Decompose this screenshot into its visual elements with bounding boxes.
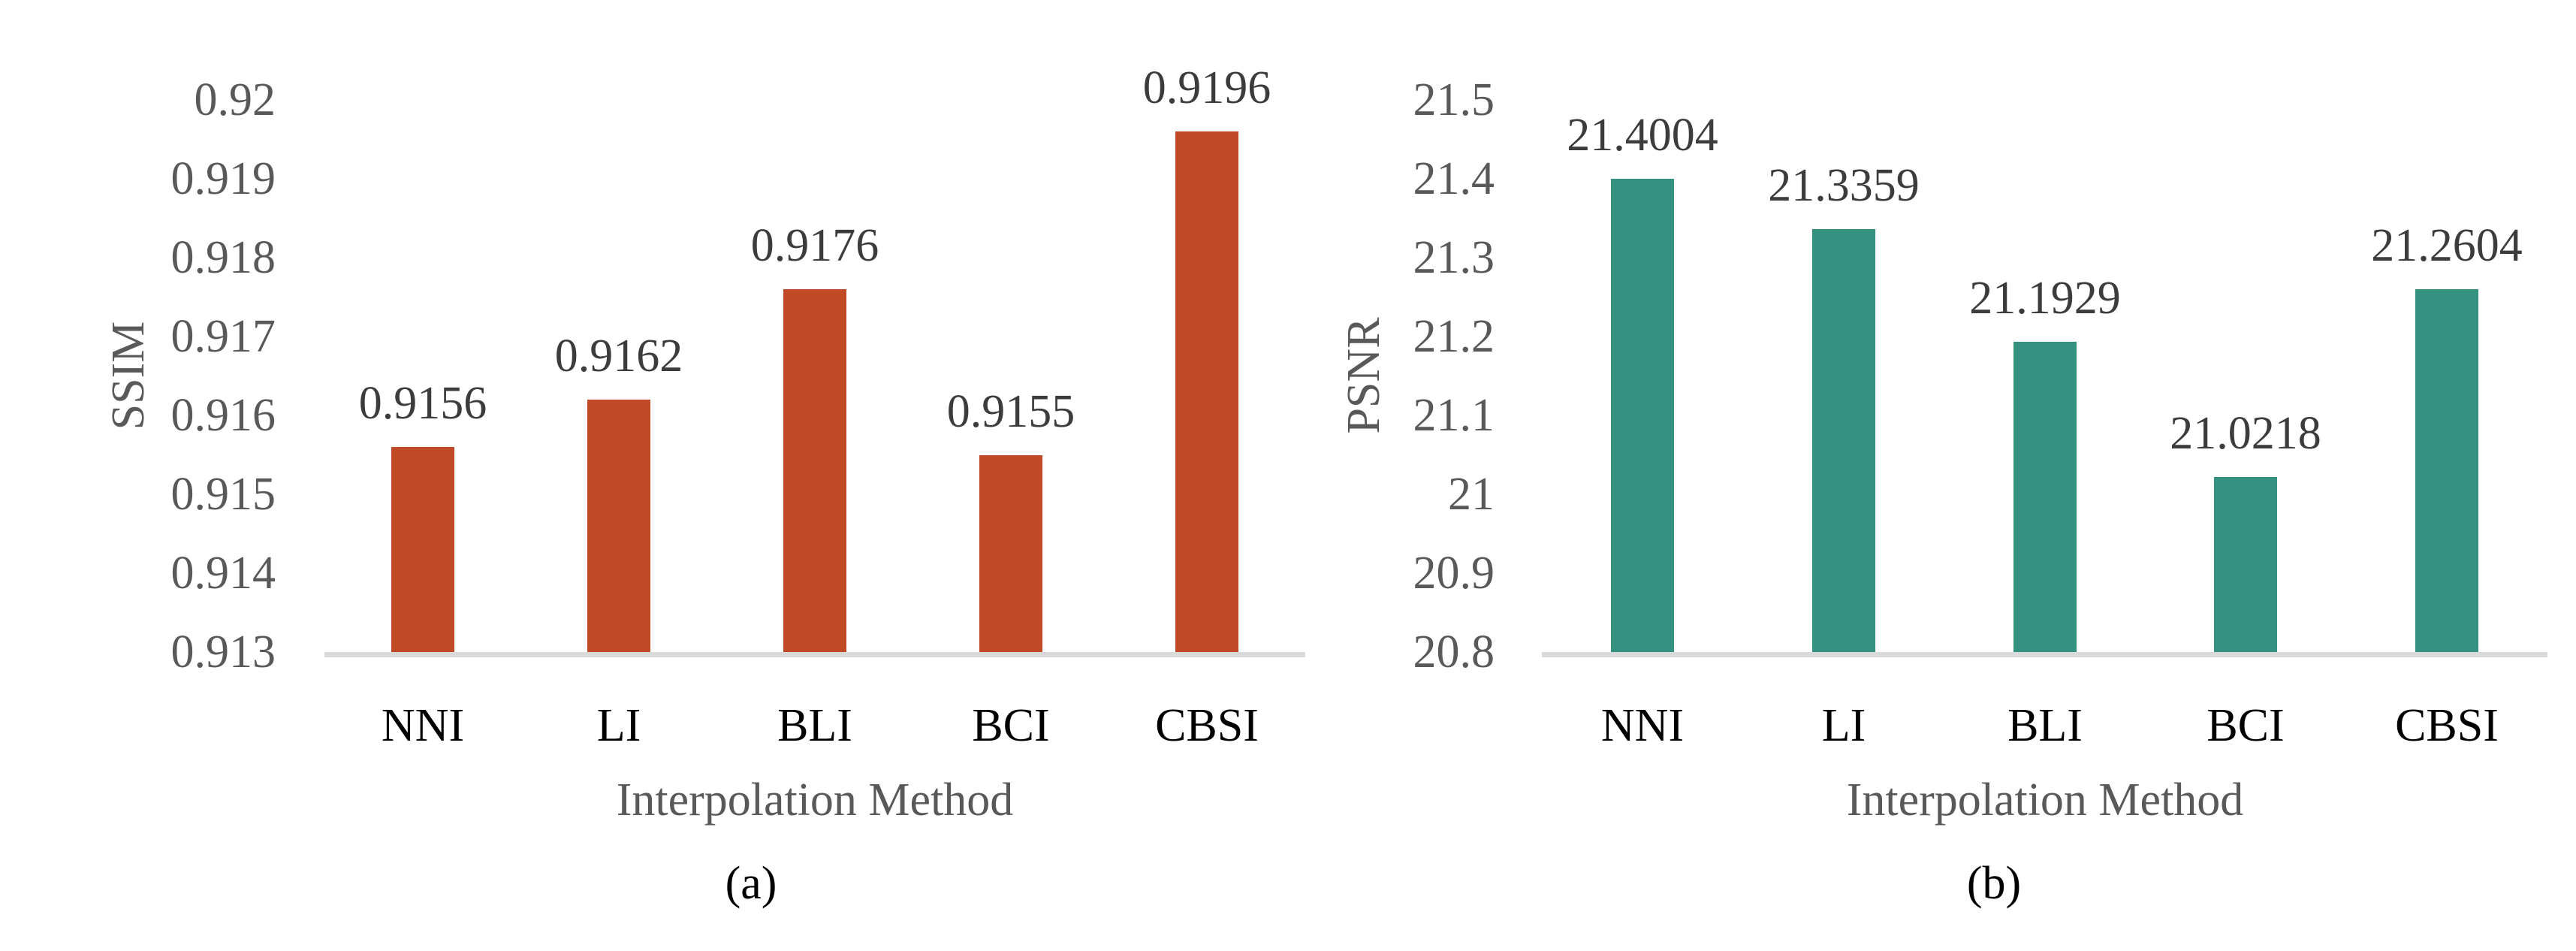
y-axis-title-psnr: PSNR [1338,317,1389,434]
y-tick-label: 0.915 [170,469,276,520]
x-axis-title-a: Interpolation Method [616,774,1014,826]
y-tick-label: 0.917 [170,311,276,362]
y-tick-label: 21.4 [1413,153,1495,204]
value-label: 0.9155 [946,386,1075,437]
x-category-label: NNI [1600,700,1685,751]
value-label: 21.4004 [1567,110,1718,161]
x-category-label: BLI [2007,700,2083,751]
y-tick-label: 0.913 [170,626,276,678]
y-axis-title-ssim: SSIM [103,321,154,430]
y-tick-label: 21.5 [1413,74,1495,125]
x-category-label: CBSI [1155,700,1259,751]
y-tick-label: 21.3 [1413,232,1495,283]
value-label: 21.0218 [2170,408,2321,459]
bar-bli [2013,342,2077,652]
subplot-caption-a: (a) [725,858,777,909]
bar-bci [979,455,1042,652]
value-label: 0.9176 [750,220,879,271]
value-label: 0.9196 [1142,62,1271,113]
value-label: 0.9156 [358,378,487,429]
x-category-label: BCI [972,700,1050,751]
value-label: 21.3359 [1768,160,1920,211]
bar-bli [783,289,846,652]
x-axis-title-b: Interpolation Method [1846,774,2244,826]
x-axis-line [1542,652,2547,657]
bar-bci [2214,477,2277,652]
x-category-label: BLI [777,700,852,751]
value-label: 0.9162 [554,331,683,382]
x-category-label: CBSI [2395,700,2499,751]
y-tick-label: 20.8 [1413,626,1495,678]
bar-cbsi [1175,131,1238,652]
value-label: 21.2604 [2371,220,2523,271]
value-label: 21.1929 [1969,273,2121,324]
bar-nni [391,447,454,652]
x-category-label: LI [1821,700,1866,751]
x-axis-line [324,652,1305,657]
y-tick-label: 0.916 [170,390,276,441]
y-tick-label: 0.92 [194,74,276,125]
x-category-label: LI [596,700,641,751]
bar-nni [1611,179,1674,652]
y-tick-label: 0.919 [170,153,276,204]
y-tick-label: 0.914 [170,548,276,599]
y-tick-label: 21.2 [1413,311,1495,362]
x-category-label: NNI [381,700,465,751]
bar-cbsi [2415,289,2478,652]
y-tick-label: 21 [1448,469,1495,520]
y-tick-label: 0.918 [170,232,276,283]
bar-li [587,400,650,652]
y-tick-label: 21.1 [1413,390,1495,441]
x-category-label: BCI [2206,700,2285,751]
subplot-caption-b: (b) [1966,858,2022,909]
bar-li [1812,229,1875,652]
y-tick-label: 20.9 [1413,548,1495,599]
